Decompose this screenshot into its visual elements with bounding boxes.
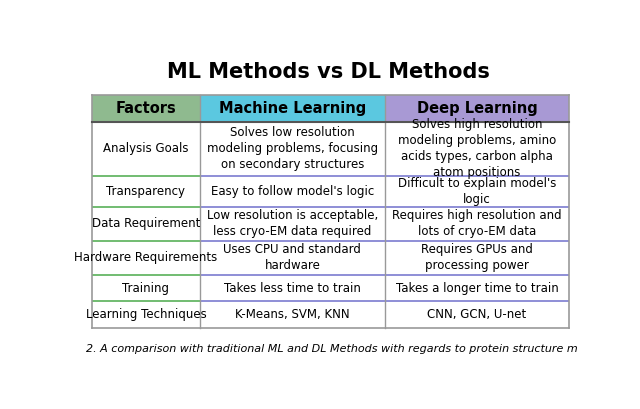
Bar (92, 275, 200, 301)
Bar (92, 207, 200, 241)
Bar (200, 301, 385, 328)
Bar (200, 207, 385, 241)
Bar (385, 121, 568, 176)
Bar (92, 241, 200, 275)
Bar (92, 301, 200, 328)
Text: CNN, GCN, U-net: CNN, GCN, U-net (428, 308, 527, 321)
Text: Transparency: Transparency (106, 185, 186, 198)
Bar (92, 121, 200, 176)
Bar (385, 241, 568, 275)
Text: Requires high resolution and
lots of cryo-EM data: Requires high resolution and lots of cry… (392, 209, 562, 238)
Text: Low resolution is acceptable,
less cryo-EM data required: Low resolution is acceptable, less cryo-… (207, 209, 378, 238)
Bar (200, 275, 385, 301)
Bar (385, 95, 568, 121)
Text: Uses CPU and standard
hardware: Uses CPU and standard hardware (223, 243, 362, 272)
Text: Machine Learning: Machine Learning (219, 101, 366, 116)
Text: Hardware Requirements: Hardware Requirements (74, 251, 218, 264)
Bar (385, 275, 568, 301)
Bar (385, 301, 568, 328)
Text: K-Means, SVM, KNN: K-Means, SVM, KNN (235, 308, 349, 321)
Text: Data Requirement: Data Requirement (92, 218, 200, 230)
Text: Requires GPUs and
processing power: Requires GPUs and processing power (421, 243, 533, 272)
Text: Solves high resolution
modeling problems, amino
acids types, carbon alpha
atom p: Solves high resolution modeling problems… (398, 118, 556, 179)
Text: Learning Techniques: Learning Techniques (86, 308, 206, 321)
Bar (92, 95, 200, 121)
Text: Analysis Goals: Analysis Goals (103, 142, 189, 155)
Text: Easy to follow model's logic: Easy to follow model's logic (211, 185, 374, 198)
Bar (92, 176, 200, 207)
Text: Difficult to explain model's
logic: Difficult to explain model's logic (397, 177, 556, 206)
Text: Training: Training (122, 281, 170, 294)
Bar (385, 176, 568, 207)
Bar (200, 241, 385, 275)
Text: Factors: Factors (116, 101, 177, 116)
Bar (200, 176, 385, 207)
Bar (200, 121, 385, 176)
Text: 2. A comparison with traditional ML and DL Methods with regards to protein struc: 2. A comparison with traditional ML and … (86, 344, 578, 353)
Text: ML Methods vs DL Methods: ML Methods vs DL Methods (166, 62, 490, 82)
Text: Solves low resolution
modeling problems, focusing
on secondary structures: Solves low resolution modeling problems,… (207, 126, 378, 171)
Text: Takes a longer time to train: Takes a longer time to train (396, 281, 558, 294)
Bar (200, 95, 385, 121)
Bar (385, 207, 568, 241)
Text: Takes less time to train: Takes less time to train (224, 281, 361, 294)
Text: Deep Learning: Deep Learning (417, 101, 537, 116)
